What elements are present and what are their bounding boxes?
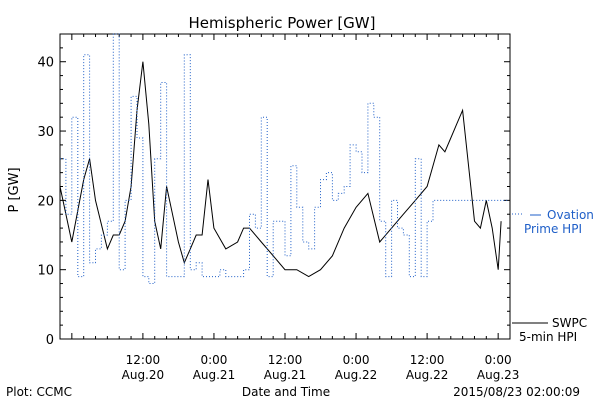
x-tick-label-date: Aug.22 <box>335 368 378 382</box>
x-tick-label-time: 0:00 <box>200 353 227 367</box>
x-tick-label-time: 12:00 <box>126 353 161 367</box>
series-layer <box>59 33 509 284</box>
x-tick-label-time: 0:00 <box>485 353 512 367</box>
x-tick-label-time: 12:00 <box>268 353 303 367</box>
legend-swpc: SWPC 5-min HPI <box>512 316 587 344</box>
legend-ovation-label-2: Prime HPI <box>524 222 582 236</box>
x-tick-label-time: 12:00 <box>410 353 445 367</box>
y-tick-label: 0 <box>46 333 54 348</box>
footer-plot-credit: Plot: CCMC <box>6 385 72 399</box>
legend-ovation-label-1: Ovation <box>547 208 594 222</box>
x-tick-label-date: Aug.21 <box>193 368 236 382</box>
x-tick-label-time: 0:00 <box>343 353 370 367</box>
x-tick-label-date: Aug.22 <box>406 368 449 382</box>
y-tick-label: 10 <box>37 264 54 279</box>
chart-title: Hemispheric Power [GW] <box>189 14 376 32</box>
x-tick-label-date: Aug.23 <box>477 368 520 382</box>
legend-swpc-label-1: SWPC <box>552 316 587 330</box>
x-axis: 12:00Aug.200:00Aug.2112:00Aug.210:00Aug.… <box>59 34 520 382</box>
x-tick-label-date: Aug.20 <box>122 368 165 382</box>
y-tick-label: 40 <box>37 56 54 71</box>
y-tick-label: 30 <box>37 125 54 140</box>
legend-swpc-label-2: 5-min HPI <box>519 330 577 344</box>
legend-ovation: Ovation Prime HPI <box>512 208 594 236</box>
footer-timestamp: 2015/08/23 02:00:09 <box>453 385 580 399</box>
series-ovation-prime-line <box>60 33 509 284</box>
x-axis-label: Date and Time <box>242 385 330 399</box>
y-axis: 0 10 20 30 40 <box>37 47 510 348</box>
plot-frame <box>59 33 511 340</box>
x-tick-label-date: Aug.21 <box>264 368 307 382</box>
series-swpc-line <box>59 61 502 278</box>
y-tick-label: 20 <box>37 194 54 209</box>
y-axis-label: P [GW] <box>7 167 22 212</box>
